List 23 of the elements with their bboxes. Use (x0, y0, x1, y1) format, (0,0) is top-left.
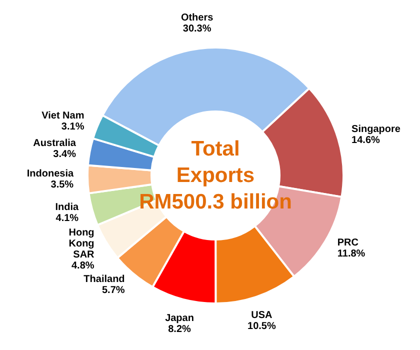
slice-label: Australia (33, 138, 76, 150)
slice-label: Thailand (84, 274, 125, 285)
data-label: 30.3% (182, 24, 212, 35)
slice-label: India (55, 202, 80, 214)
text: Total Exports RM500.3 billion (139, 138, 292, 214)
data-label: 3.1% (61, 121, 84, 132)
data-label: 14.6% (352, 134, 380, 146)
data-label: 3.4% (53, 149, 76, 160)
slice-label: Indonesia (26, 168, 74, 180)
data-label: 10.5% (248, 320, 276, 332)
slice-label: Japan (165, 312, 194, 324)
slice-label: USA (251, 310, 272, 321)
data-label: 11.8% (337, 248, 366, 260)
data-label: 4.1% (56, 213, 79, 224)
slice-label: Viet Nam (42, 110, 84, 122)
data-label: 4.8% (72, 260, 94, 272)
slice-label: Others (180, 12, 214, 24)
slice-label: Hong Kong SAR (68, 227, 96, 260)
data-label: 3.5% (50, 180, 74, 191)
data-label: 8.2% (168, 324, 192, 335)
slice-label: PRC (337, 237, 358, 248)
slice-label: Singapore (352, 124, 401, 135)
data-label: 5.7% (102, 284, 125, 296)
